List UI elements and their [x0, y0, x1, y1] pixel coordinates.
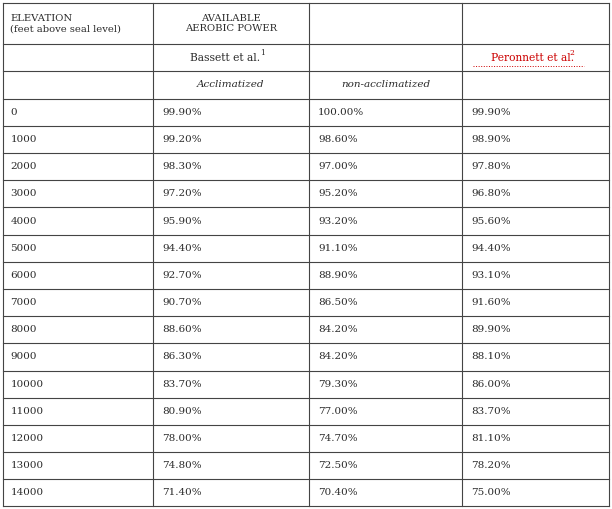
Text: Acclimatized: Acclimatized	[197, 80, 265, 89]
Text: Peronnett et al.: Peronnett et al.	[491, 52, 574, 63]
Text: 74.80%: 74.80%	[162, 461, 202, 470]
Text: 81.10%: 81.10%	[471, 434, 511, 443]
Text: 91.10%: 91.10%	[318, 244, 358, 253]
Text: 98.30%: 98.30%	[162, 162, 202, 171]
Text: 88.90%: 88.90%	[318, 271, 358, 280]
Text: 97.80%: 97.80%	[471, 162, 511, 171]
Text: 78.00%: 78.00%	[162, 434, 202, 443]
Text: 13000: 13000	[10, 461, 43, 470]
Text: 97.20%: 97.20%	[162, 189, 202, 199]
Text: 86.30%: 86.30%	[162, 352, 202, 361]
Text: AVAILABLE
AEROBIC POWER: AVAILABLE AEROBIC POWER	[185, 14, 277, 33]
Text: 99.20%: 99.20%	[162, 135, 202, 144]
Text: Bassett et al.: Bassett et al.	[190, 52, 260, 63]
Text: 10000: 10000	[10, 380, 43, 389]
Text: 93.10%: 93.10%	[471, 271, 511, 280]
Text: 12000: 12000	[10, 434, 43, 443]
Text: 2: 2	[570, 49, 575, 57]
Text: 70.40%: 70.40%	[318, 488, 358, 497]
Text: 92.70%: 92.70%	[162, 271, 202, 280]
Text: 9000: 9000	[10, 352, 37, 361]
Text: 94.40%: 94.40%	[471, 244, 511, 253]
Text: 96.80%: 96.80%	[471, 189, 511, 199]
Text: 95.60%: 95.60%	[471, 216, 511, 225]
Text: 97.00%: 97.00%	[318, 162, 358, 171]
Text: 94.40%: 94.40%	[162, 244, 202, 253]
Text: 72.50%: 72.50%	[318, 461, 358, 470]
Text: 98.60%: 98.60%	[318, 135, 358, 144]
Text: 75.00%: 75.00%	[471, 488, 511, 497]
Text: 77.00%: 77.00%	[318, 407, 358, 416]
Text: 4000: 4000	[10, 216, 37, 225]
Text: 1000: 1000	[10, 135, 37, 144]
Text: 83.70%: 83.70%	[162, 380, 202, 389]
Text: 7000: 7000	[10, 298, 37, 307]
Text: 100.00%: 100.00%	[318, 108, 365, 117]
Text: 3000: 3000	[10, 189, 37, 199]
Text: 99.90%: 99.90%	[471, 108, 511, 117]
Text: 91.60%: 91.60%	[471, 298, 511, 307]
Text: 14000: 14000	[10, 488, 43, 497]
Text: 2000: 2000	[10, 162, 37, 171]
Text: 1: 1	[261, 49, 265, 57]
Text: ELEVATION
(feet above seal level): ELEVATION (feet above seal level)	[10, 14, 121, 33]
Text: 95.90%: 95.90%	[162, 216, 202, 225]
Text: 98.90%: 98.90%	[471, 135, 511, 144]
Text: 95.20%: 95.20%	[318, 189, 358, 199]
Text: 90.70%: 90.70%	[162, 298, 202, 307]
Text: 0: 0	[10, 108, 17, 117]
Text: 79.30%: 79.30%	[318, 380, 358, 389]
Text: 86.00%: 86.00%	[471, 380, 511, 389]
Text: 11000: 11000	[10, 407, 43, 416]
Text: 84.20%: 84.20%	[318, 352, 358, 361]
Text: 88.10%: 88.10%	[471, 352, 511, 361]
Text: 83.70%: 83.70%	[471, 407, 511, 416]
Text: 88.60%: 88.60%	[162, 325, 202, 334]
Text: 6000: 6000	[10, 271, 37, 280]
Text: 78.20%: 78.20%	[471, 461, 511, 470]
Text: 5000: 5000	[10, 244, 37, 253]
Text: 74.70%: 74.70%	[318, 434, 358, 443]
Text: 80.90%: 80.90%	[162, 407, 202, 416]
Text: 89.90%: 89.90%	[471, 325, 511, 334]
Text: 8000: 8000	[10, 325, 37, 334]
Text: 93.20%: 93.20%	[318, 216, 358, 225]
Text: non-acclimatized: non-acclimatized	[341, 80, 430, 89]
Text: 86.50%: 86.50%	[318, 298, 358, 307]
Text: 84.20%: 84.20%	[318, 325, 358, 334]
Text: 99.90%: 99.90%	[162, 108, 202, 117]
Text: 71.40%: 71.40%	[162, 488, 202, 497]
